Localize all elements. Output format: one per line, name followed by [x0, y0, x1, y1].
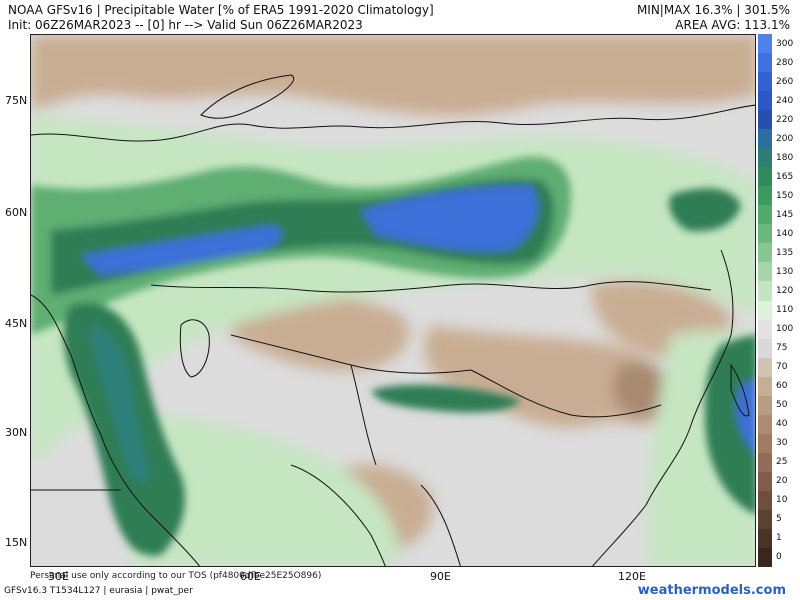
color-scale-segment — [758, 509, 772, 530]
lon-label-30e: 30E — [48, 570, 69, 583]
borders-3 — [350, 364, 377, 466]
brand-link[interactable]: weathermodels.com — [637, 583, 786, 598]
lon-label-90e: 90E — [430, 570, 451, 583]
moist-band-blue-west — [81, 225, 282, 275]
color-scale-label: 150 — [776, 190, 794, 201]
color-scale-label: 60 — [776, 381, 788, 392]
color-scale-segment — [758, 338, 772, 359]
lon-label-60e: 60E — [240, 570, 261, 583]
map-title: NOAA GFSv16 | Precipitable Water [% of E… — [8, 3, 434, 17]
east-asia-coast — [592, 249, 734, 566]
color-scale-segment — [758, 528, 772, 549]
middle-east-plume-teal — [91, 325, 151, 481]
color-scale-label: 25 — [776, 457, 788, 468]
moist-band-blue-east — [361, 185, 539, 252]
color-scale-segment — [758, 186, 772, 206]
color-scale-segment — [758, 91, 772, 111]
color-scale-segment — [758, 319, 772, 340]
color-scale-label: 40 — [776, 419, 788, 430]
color-scale-label: 1 — [776, 533, 782, 544]
color-scale-label: 70 — [776, 362, 788, 373]
color-scale-bar — [758, 34, 772, 568]
color-scale-label: 200 — [776, 133, 794, 144]
color-scale-segment — [758, 110, 772, 130]
color-scale-segment — [758, 224, 772, 244]
tos-disclaimer: Personal use only according to our TOS (… — [30, 571, 322, 581]
color-scale-label: 165 — [776, 171, 794, 182]
color-scale-segment — [758, 414, 772, 435]
color-scale-segment — [758, 72, 772, 92]
color-scale-label: 110 — [776, 305, 794, 316]
color-scale-label: 50 — [776, 400, 788, 411]
color-scale-label: 260 — [776, 76, 794, 87]
color-scale-label: 10 — [776, 495, 788, 506]
color-scale-segment — [758, 205, 772, 225]
color-scale-label: 100 — [776, 324, 794, 335]
color-scale-label: 135 — [776, 247, 794, 258]
borders-4 — [470, 369, 662, 418]
color-scale-segment — [758, 433, 772, 454]
color-scale-segment — [758, 300, 772, 321]
color-scale-segment — [758, 53, 772, 73]
color-scale-segment — [758, 471, 772, 492]
light-green-south — [131, 415, 399, 566]
color-scale-segment — [758, 395, 772, 416]
color-scale-segment — [758, 452, 772, 473]
model-run-info: GFSv16.3 T1534L127 | eurasia | pwat_per — [4, 586, 193, 596]
lat-label-45n: 45N — [5, 317, 28, 330]
color-scale-label: 0 — [776, 552, 782, 563]
color-scale-segment — [758, 376, 772, 397]
tarim-dry-region — [612, 361, 671, 418]
init-time: Init: 06Z26MAR2023 -- [0] hr --> Valid S… — [8, 18, 363, 32]
arctic-coastline — [31, 104, 755, 142]
area-average-readout: AREA AVG: 113.1% — [675, 18, 790, 32]
color-scale-segment — [758, 357, 772, 378]
color-scale-label: 5 — [776, 514, 782, 525]
lat-label-60n: 60N — [5, 206, 28, 219]
lat-label-30n: 30N — [5, 426, 28, 439]
color-scale-segment — [758, 129, 772, 149]
lat-label-75n: 75N — [5, 94, 28, 107]
color-scale-segment — [758, 148, 772, 168]
precipitable-water-map — [30, 34, 756, 567]
color-scale-segment — [758, 262, 772, 282]
color-scale-label: 120 — [776, 285, 794, 296]
color-scale-label: 130 — [776, 266, 794, 277]
tibet-moist-streak — [371, 384, 521, 413]
pacific-moist-blue — [736, 380, 755, 453]
color-scale-segment — [758, 34, 772, 54]
color-scale-label: 30 — [776, 438, 788, 449]
color-scale-label: 20 — [776, 476, 788, 487]
color-scale-label: 140 — [776, 228, 794, 239]
pacific-moist — [704, 335, 755, 515]
arctic-dry-region — [31, 35, 755, 116]
color-scale-label: 75 — [776, 343, 788, 354]
lon-label-120e: 120E — [618, 570, 646, 583]
color-scale-label: 220 — [776, 114, 794, 125]
color-scale-label: 180 — [776, 152, 794, 163]
color-scale-label: 300 — [776, 38, 794, 49]
bay-of-bengal-coast — [420, 484, 461, 566]
caspian-coast — [179, 319, 210, 378]
color-scale-label: 145 — [776, 209, 794, 220]
japan-coast — [730, 363, 750, 417]
map-canvas — [31, 35, 755, 566]
color-scale-label: 240 — [776, 95, 794, 106]
borders-1 — [150, 281, 712, 293]
color-scale-segment — [758, 490, 772, 511]
kamchatka-moist — [669, 188, 741, 232]
color-scale-segment — [758, 243, 772, 263]
color-scale-segment — [758, 167, 772, 187]
color-scale-label: 280 — [776, 57, 794, 68]
india-coast — [290, 464, 386, 566]
west-asia-coast — [31, 294, 201, 566]
color-scale-segment — [758, 547, 772, 568]
color-scale-segment — [758, 281, 772, 301]
novaya-zemlya-coast — [200, 74, 294, 119]
min-max-readout: MIN|MAX 16.3% | 301.5% — [636, 3, 790, 17]
lat-label-15n: 15N — [5, 536, 28, 549]
